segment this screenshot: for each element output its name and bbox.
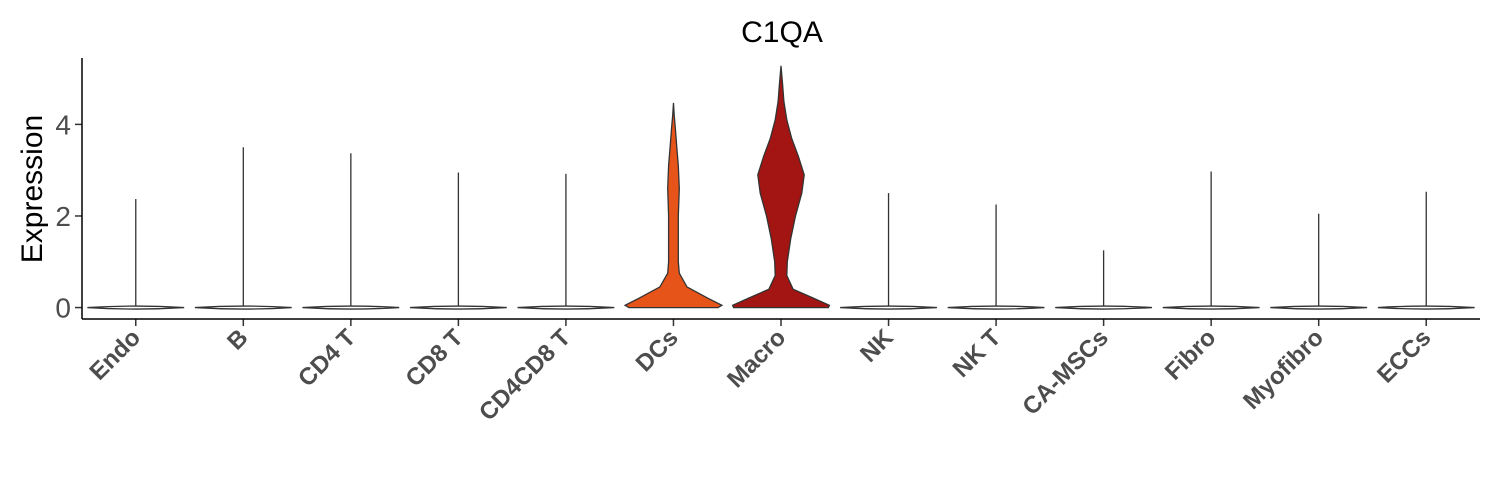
violin-dcs (623, 102, 724, 309)
y-axis-label: Expression (16, 115, 49, 263)
violin-nk (840, 305, 937, 310)
violin-cd4cd8-t (517, 305, 615, 310)
x-tick-label: CA-MSCs (1017, 324, 1113, 420)
violin-cd4-t (302, 305, 400, 310)
x-tick-label: B (222, 324, 253, 355)
x-tick-label: Macro (722, 324, 791, 393)
x-tick-label: ECCs (1372, 324, 1436, 388)
x-tick-label: NK (855, 324, 899, 368)
x-tick-label: Fibro (1160, 324, 1222, 386)
y-tick-label: 2 (55, 201, 71, 232)
x-tick-label: DCs (631, 324, 684, 377)
x-tick-label: CD8 T (401, 324, 469, 392)
y-axis-ticks: 0 2 4 (55, 109, 82, 324)
violin-eccs (1377, 305, 1475, 310)
x-axis-ticks: Endo B CD4 T CD8 T CD4CD8 T DCs Macro NK NK T CA-… (84, 319, 1436, 426)
y-tick-label: 4 (55, 109, 71, 140)
x-tick-label: CD4CD8 T (474, 324, 576, 426)
y-tick-label: 0 (55, 293, 71, 324)
chart-title: C1QA (741, 16, 823, 49)
violin-myofibro (1270, 305, 1368, 310)
x-tick-label: Myofibro (1238, 324, 1329, 415)
violin-b (194, 305, 292, 310)
violin-nk-t (947, 305, 1045, 310)
violin-macro (731, 65, 831, 309)
violin-ca-mscs (1055, 305, 1153, 310)
violin-cd8-t (409, 305, 507, 310)
x-tick-label: CD4 T (293, 324, 361, 392)
x-tick-label: NK T (948, 324, 1007, 383)
x-tick-label: Endo (84, 324, 146, 386)
violin-fibro (1162, 305, 1260, 310)
violin-series (87, 65, 1475, 310)
violin-endo (87, 305, 185, 310)
